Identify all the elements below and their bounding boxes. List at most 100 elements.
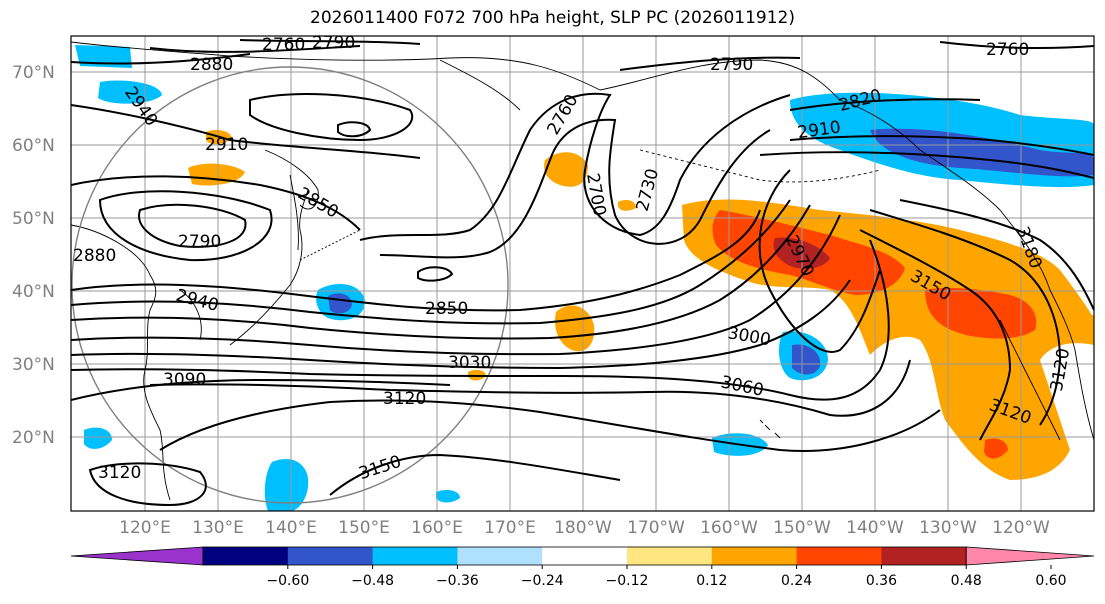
- contour-2940-low: [249, 93, 413, 142]
- contour-label: 2910: [205, 135, 248, 155]
- coast-aleutians: [639, 149, 881, 183]
- lat-label-70n: 70°N: [12, 63, 55, 83]
- neg-anomaly-small-1: [436, 490, 460, 503]
- colorbar: −0.60 −0.48 −0.36 −0.24 −0.12 0.12 0.24 0.36 0.4…: [70, 546, 1095, 589]
- lat-label-60n: 60°N: [12, 136, 55, 156]
- lon-label: 140°W: [846, 518, 904, 538]
- pos-anomaly-mexico: [984, 438, 1008, 459]
- pos-anomaly-pacific-west: [544, 152, 588, 187]
- latitude-labels: 70°N 60°N 50°N 40°N 30°N 20°N: [12, 63, 55, 448]
- colorbar-segment: [203, 547, 289, 565]
- contour-label: 2790: [178, 232, 221, 252]
- contour-3090: [71, 378, 451, 401]
- lon-label: 160°W: [700, 518, 758, 538]
- colorbar-tick-label: −0.36: [436, 573, 479, 589]
- contour-label: 3120: [383, 389, 426, 409]
- contour-3000: [71, 279, 851, 370]
- contour-2820-ne: [789, 98, 981, 111]
- contour-label: 3030: [448, 353, 491, 373]
- neg-anomaly-marianas: [264, 458, 309, 511]
- coast-north-america-west: [1049, 289, 1094, 441]
- lon-label: 130°W: [919, 518, 977, 538]
- contour-pacific-low-small: [417, 266, 454, 282]
- lon-label: 140°E: [265, 518, 317, 538]
- contour-2880-long: [71, 199, 791, 325]
- contour-pacific-trough-1: [359, 92, 791, 241]
- colorbar-segment: [287, 547, 374, 565]
- coast-kamchatka: [264, 149, 319, 210]
- colorbar-tick-label: −0.60: [266, 573, 309, 589]
- contour-2940-ne: [759, 151, 1094, 179]
- contour-2760-ne: [939, 41, 1094, 50]
- colorbar-tick-label: −0.12: [606, 573, 649, 589]
- lon-label: 150°W: [773, 518, 831, 538]
- contour-label: 3120: [98, 463, 141, 483]
- lon-label: 170°W: [627, 518, 685, 538]
- contour-2970-ridge: [758, 169, 881, 353]
- contour-inner-low: [337, 121, 372, 138]
- neg-anomaly-alaska-core: [870, 128, 1094, 177]
- contour-3030: [71, 239, 890, 401]
- lon-label: 120°W: [992, 518, 1050, 538]
- contour-2790-ne: [619, 56, 801, 71]
- contour-2880-north: [71, 53, 251, 65]
- contour-label: 2880: [73, 246, 116, 266]
- pos-anomaly-nw-mexico: [1068, 312, 1094, 340]
- coast-baja: [999, 319, 1061, 441]
- contour-3060: [149, 359, 911, 417]
- pos-anomaly-small-2: [618, 200, 636, 211]
- colorbar-segment: [881, 547, 967, 565]
- colorbar-segment: [372, 547, 458, 565]
- contour-3120-low: [88, 462, 207, 507]
- colorbar-extend-high: [965, 546, 1095, 566]
- height-contours: [71, 39, 1094, 507]
- colorbar-segment: [796, 547, 882, 565]
- contour-label: 2760: [262, 35, 305, 55]
- coast-hawaii: [759, 419, 781, 439]
- coast-alaska: [599, 59, 1051, 291]
- contour-2910-ne: [789, 135, 1094, 156]
- contour-3150-east: [859, 229, 1012, 441]
- lon-label: 120°E: [119, 518, 171, 538]
- contour-2850-a: [71, 175, 361, 231]
- colorbar-segment: [711, 547, 798, 565]
- contour-3120-a: [159, 399, 941, 452]
- colorbar-segment: [542, 547, 628, 565]
- contour-label: 2760: [986, 40, 1029, 60]
- contour-2820-loop: [98, 190, 273, 262]
- reference-circle: [71, 66, 509, 504]
- graticule: [71, 36, 1094, 511]
- coast-chukotka: [439, 59, 521, 111]
- contour-2760-north: [239, 39, 421, 45]
- lon-label: 170°E: [484, 518, 536, 538]
- pos-anomaly-dateline-south: [554, 305, 595, 352]
- colorbar-tick-label: 0.60: [1035, 573, 1066, 589]
- colorbar-tick-label: −0.48: [351, 573, 394, 589]
- neg-anomaly-philippine-sea: [84, 427, 112, 449]
- neg-anomaly-chukotka: [98, 80, 162, 104]
- map-frame: [70, 35, 1095, 512]
- contour-2790-north: [149, 45, 361, 53]
- coast-korea: [179, 289, 202, 341]
- coast-sakhalin: [289, 174, 299, 251]
- contour-label: 2880: [190, 55, 233, 75]
- contour-2940-long: [71, 214, 841, 356]
- colorbar-tick-label: 0.12: [696, 573, 727, 589]
- contour-3150-a: [329, 453, 621, 496]
- colorbar-extend-low: [70, 546, 204, 566]
- contour-label: 2790: [710, 55, 753, 75]
- contour-label: 3090: [163, 370, 206, 390]
- colorbar-segment: [457, 547, 543, 565]
- colorbar-tick-label: 0.24: [781, 573, 812, 589]
- contour-2910-a: [71, 104, 421, 159]
- lon-label: 160°E: [411, 518, 463, 538]
- colorbar-tick-label: −0.24: [521, 573, 564, 589]
- lat-label-30n: 30°N: [12, 355, 55, 375]
- coast-kuril-arc: [299, 229, 361, 261]
- neg-anomaly-arctic-nw: [75, 45, 132, 68]
- contour-3120-east: [869, 209, 1062, 426]
- coast-siberia-north: [71, 41, 601, 91]
- colorbar-tick-label: 0.36: [866, 573, 897, 589]
- contour-3180-east: [899, 199, 1094, 311]
- contour-2850-long: [71, 209, 761, 312]
